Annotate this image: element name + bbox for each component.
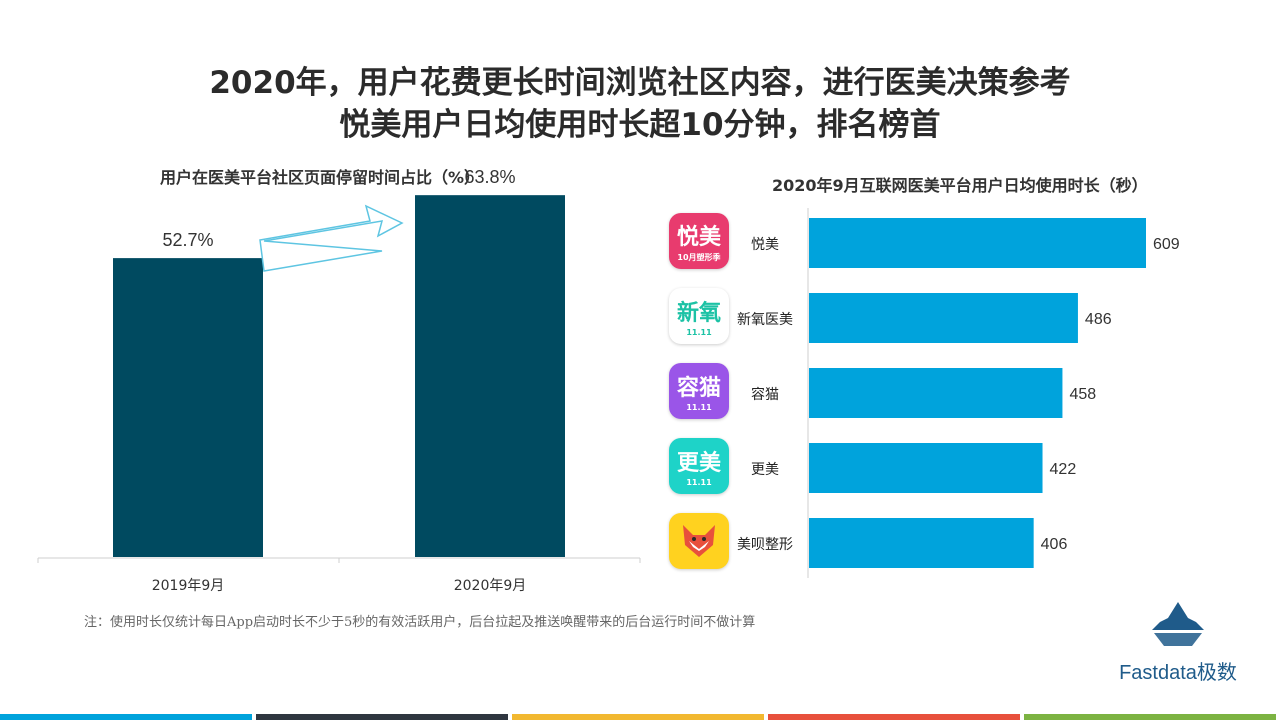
category-label-4: 美呗整形 — [737, 537, 793, 553]
right-chart-title: 2020年9月互联网医美平台用户日均使用时长（秒） — [772, 176, 1148, 195]
title-line-1: 2020年，用户花费更长时间浏览社区内容，进行医美决策参考 — [209, 65, 1071, 101]
app-icon-2: 容猫 11.11 — [669, 363, 729, 419]
footer-strip-2 — [512, 714, 764, 720]
footer-strip-1 — [256, 714, 508, 720]
app-icon-1: 新氧 11.11 — [669, 288, 729, 344]
app-icon-subtext: 10月塑形季 — [677, 253, 721, 262]
app-icon-text: 更美 — [676, 451, 721, 476]
app-icon-3: 更美 11.11 — [669, 438, 729, 494]
category-label-0: 悦美 — [751, 237, 779, 253]
brand-logo: Fastdata极数 — [1108, 600, 1248, 685]
category-label-1: 新氧医美 — [737, 312, 793, 328]
app-icon-0: 悦美 10月塑形季 — [669, 213, 729, 269]
page-title: 2020年，用户花费更长时间浏览社区内容，进行医美决策参考 悦美用户日均使用时长… — [0, 62, 1280, 146]
title-line-2: 悦美用户日均使用时长超10分钟，排名榜首 — [339, 107, 941, 143]
fox-logo-icon — [669, 513, 729, 569]
left-chart-title: 用户在医美平台社区页面停留时间占比（%） — [160, 168, 481, 187]
app-icon-subtext: 11.11 — [686, 403, 712, 412]
hbar-value-1: 486 — [1085, 311, 1112, 328]
data-label-1: 63.8% — [464, 167, 515, 187]
bar-0 — [113, 258, 263, 557]
category-label-2: 容猫 — [751, 387, 779, 403]
app-icon-subtext: 11.11 — [686, 328, 712, 337]
footnote: 注：使用时长仅统计每日App启动时长不少于5秒的有效活跃用户，后台拉起及推送唤醒… — [84, 615, 756, 630]
app-icon-subtext: 11.11 — [686, 478, 712, 487]
app-icon-text: 悦美 — [676, 225, 721, 250]
data-label-0: 52.7% — [162, 230, 213, 250]
category-label-1: 2020年9月 — [454, 578, 527, 594]
footer-strip-0 — [0, 714, 252, 720]
brand-text: Fastdata极数 — [1119, 662, 1237, 684]
hbar-4 — [809, 518, 1034, 568]
footer-strip-3 — [768, 714, 1020, 720]
hbar-3 — [809, 443, 1043, 493]
footer-strip-4 — [1024, 714, 1276, 720]
iceberg-icon — [1148, 602, 1208, 646]
hbar-value-0: 609 — [1153, 236, 1180, 253]
app-icon-text: 容猫 — [676, 376, 721, 401]
hbar-1 — [809, 293, 1078, 343]
hbar-0 — [809, 218, 1146, 268]
hbar-2 — [809, 368, 1063, 418]
category-label-0: 2019年9月 — [152, 578, 225, 594]
category-label-3: 更美 — [751, 462, 779, 478]
hbar-value-3: 422 — [1050, 461, 1077, 478]
bar-1 — [415, 195, 565, 558]
app-icon-text: 新氧 — [676, 301, 721, 326]
hbar-value-2: 458 — [1069, 386, 1096, 403]
growth-arrow — [259, 204, 404, 272]
hbar-value-4: 406 — [1041, 536, 1068, 553]
